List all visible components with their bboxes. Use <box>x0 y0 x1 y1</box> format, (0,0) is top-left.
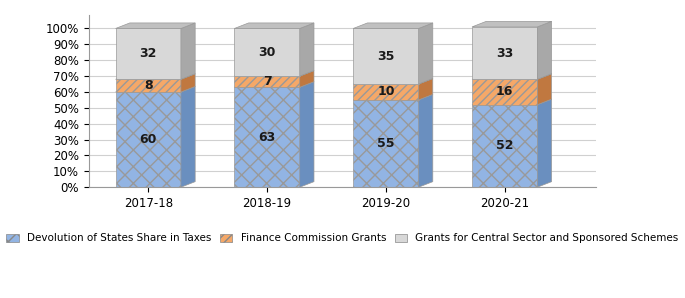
Text: 55: 55 <box>377 137 395 150</box>
Polygon shape <box>181 86 195 187</box>
Text: 32: 32 <box>140 47 157 60</box>
Text: 33: 33 <box>496 46 513 60</box>
Polygon shape <box>234 29 300 76</box>
Polygon shape <box>537 99 551 187</box>
Polygon shape <box>234 82 314 87</box>
Polygon shape <box>234 87 300 187</box>
Polygon shape <box>181 74 195 92</box>
Polygon shape <box>472 27 537 79</box>
Polygon shape <box>300 23 314 76</box>
Text: 60: 60 <box>140 133 157 146</box>
Polygon shape <box>472 74 551 79</box>
Polygon shape <box>472 21 551 27</box>
Polygon shape <box>116 92 181 187</box>
Polygon shape <box>234 76 300 87</box>
Polygon shape <box>116 79 181 92</box>
Polygon shape <box>472 99 551 105</box>
Polygon shape <box>116 74 195 79</box>
Polygon shape <box>353 100 419 187</box>
Polygon shape <box>472 105 537 187</box>
Polygon shape <box>300 82 314 187</box>
Polygon shape <box>300 71 314 87</box>
Text: 63: 63 <box>258 131 275 144</box>
Polygon shape <box>181 23 195 79</box>
Text: 10: 10 <box>377 86 395 98</box>
Polygon shape <box>116 86 195 92</box>
Text: 30: 30 <box>258 46 276 59</box>
Polygon shape <box>537 74 551 105</box>
Polygon shape <box>353 78 433 84</box>
Polygon shape <box>234 23 314 29</box>
Polygon shape <box>419 94 433 187</box>
Text: 52: 52 <box>496 139 514 153</box>
Polygon shape <box>353 84 419 100</box>
Polygon shape <box>116 23 195 29</box>
Polygon shape <box>353 23 433 29</box>
Polygon shape <box>537 21 551 79</box>
Polygon shape <box>353 94 433 100</box>
Text: 7: 7 <box>262 75 271 88</box>
Text: 16: 16 <box>496 86 513 98</box>
Polygon shape <box>419 23 433 84</box>
Polygon shape <box>353 29 419 84</box>
Polygon shape <box>116 29 181 79</box>
Legend: Devolution of States Share in Taxes, Finance Commission Grants, Grants for Centr: Devolution of States Share in Taxes, Fin… <box>3 230 682 246</box>
Polygon shape <box>234 71 314 76</box>
Polygon shape <box>472 79 537 105</box>
Text: 35: 35 <box>377 50 395 63</box>
Text: 8: 8 <box>144 79 153 92</box>
Polygon shape <box>419 78 433 100</box>
